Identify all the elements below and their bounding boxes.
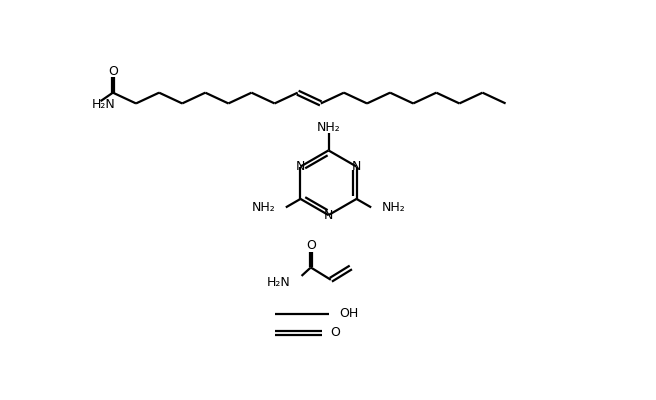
- Text: O: O: [330, 326, 340, 339]
- Text: OH: OH: [339, 307, 359, 320]
- Text: NH₂: NH₂: [251, 201, 275, 214]
- Text: N: N: [352, 160, 361, 173]
- Text: H₂N: H₂N: [267, 276, 291, 288]
- Text: H₂N: H₂N: [91, 98, 115, 112]
- Text: NH₂: NH₂: [317, 121, 340, 134]
- Text: NH₂: NH₂: [382, 201, 405, 214]
- Text: N: N: [296, 160, 305, 173]
- Text: N: N: [324, 208, 333, 222]
- Text: O: O: [306, 239, 316, 252]
- Text: O: O: [108, 65, 118, 78]
